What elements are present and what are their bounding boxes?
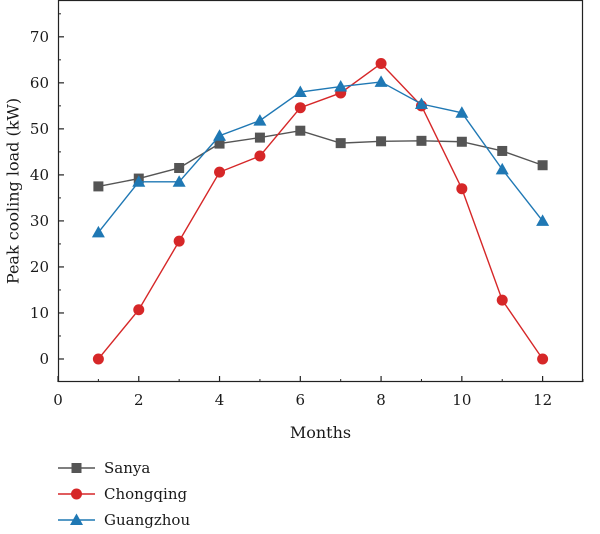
data-point-sanya [93, 181, 104, 192]
data-point-guangzhou [132, 175, 146, 187]
legend-marker-guangzhou [70, 513, 83, 525]
data-point-sanya [174, 162, 185, 173]
data-point-guangzhou [91, 225, 105, 238]
data-point-chongqing [294, 102, 306, 114]
y-axis-title: Peak cooling load (kW) [4, 98, 23, 284]
x-tick-label: 12 [533, 391, 552, 409]
series-sanya [93, 125, 548, 192]
y-tick-label: 60 [30, 74, 49, 92]
legend: Sanya Chongqing Guangzhou [58, 459, 190, 529]
series-line-guangzhou [97, 81, 544, 233]
data-point-sanya [456, 136, 467, 147]
legend-label-guangzhou: Guangzhou [104, 511, 190, 529]
legend-item-chongqing: Chongqing [58, 485, 187, 503]
data-point-chongqing [133, 304, 145, 316]
series-layer [91, 58, 550, 365]
legend-marker-chongqing [71, 488, 82, 500]
data-point-guangzhou [495, 162, 509, 175]
data-point-guangzhou [374, 75, 388, 87]
data-point-guangzhou [536, 214, 550, 226]
y-tick-label: 30 [30, 212, 49, 230]
data-point-chongqing [375, 58, 387, 70]
legend-marker-sanya [71, 463, 82, 473]
data-point-chongqing [254, 150, 266, 162]
y-tick-label: 10 [30, 304, 49, 322]
data-point-guangzhou [334, 80, 348, 92]
data-point-sanya [416, 135, 427, 146]
y-tick-label: 20 [30, 258, 49, 276]
plot-axes: 0 2 4 6 8 10 12 0 10 20 30 40 50 60 70 [30, 0, 584, 409]
data-point-sanya [335, 138, 346, 149]
x-tick-label: 2 [134, 391, 144, 409]
series-chongqing [92, 58, 549, 365]
legend-label-chongqing: Chongqing [104, 485, 187, 503]
legend-item-guangzhou: Guangzhou [58, 511, 190, 529]
x-tick-label: 6 [296, 391, 306, 409]
data-point-guangzhou [414, 97, 428, 110]
series-line-sanya [98, 129, 543, 188]
data-point-chongqing [214, 166, 226, 178]
x-axis-title: Months [290, 423, 351, 442]
data-point-guangzhou [172, 175, 186, 187]
x-tick-label: 8 [376, 391, 386, 409]
data-point-guangzhou [293, 85, 307, 98]
plot-frame [57, 0, 584, 383]
data-point-chongqing [496, 294, 508, 306]
x-tick-label: 10 [452, 391, 471, 409]
data-point-chongqing [456, 183, 468, 195]
x-tick-label: 0 [53, 391, 63, 409]
data-point-sanya [497, 145, 508, 156]
legend-item-sanya: Sanya [58, 459, 150, 477]
y-tick-label: 50 [30, 120, 49, 138]
y-tick-label: 40 [30, 166, 49, 184]
series-line-chongqing [97, 62, 544, 360]
data-point-sanya [295, 125, 306, 136]
data-point-sanya [254, 132, 265, 143]
legend-label-sanya: Sanya [104, 459, 150, 477]
data-point-sanya [537, 160, 548, 171]
data-point-chongqing [173, 235, 185, 247]
data-point-chongqing [537, 353, 549, 365]
x-tick-label: 4 [215, 391, 225, 409]
data-point-guangzhou [253, 114, 267, 126]
data-point-guangzhou [455, 106, 469, 118]
data-point-guangzhou [213, 129, 227, 141]
data-point-chongqing [92, 353, 104, 365]
y-tick-label: 70 [30, 28, 49, 46]
data-point-sanya [214, 138, 225, 149]
y-tick-label: 0 [39, 350, 49, 368]
data-point-sanya [376, 136, 387, 147]
series-guangzhou [91, 75, 550, 238]
